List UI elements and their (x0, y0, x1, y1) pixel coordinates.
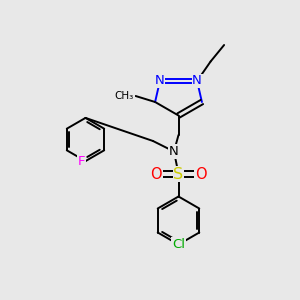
Text: O: O (150, 167, 162, 182)
Text: S: S (173, 167, 184, 182)
Text: N: N (192, 74, 202, 88)
Text: O: O (195, 167, 207, 182)
Text: N: N (169, 145, 179, 158)
Text: Cl: Cl (172, 238, 185, 251)
Text: F: F (78, 154, 85, 168)
Text: CH₃: CH₃ (115, 91, 134, 101)
Text: N: N (155, 74, 165, 88)
